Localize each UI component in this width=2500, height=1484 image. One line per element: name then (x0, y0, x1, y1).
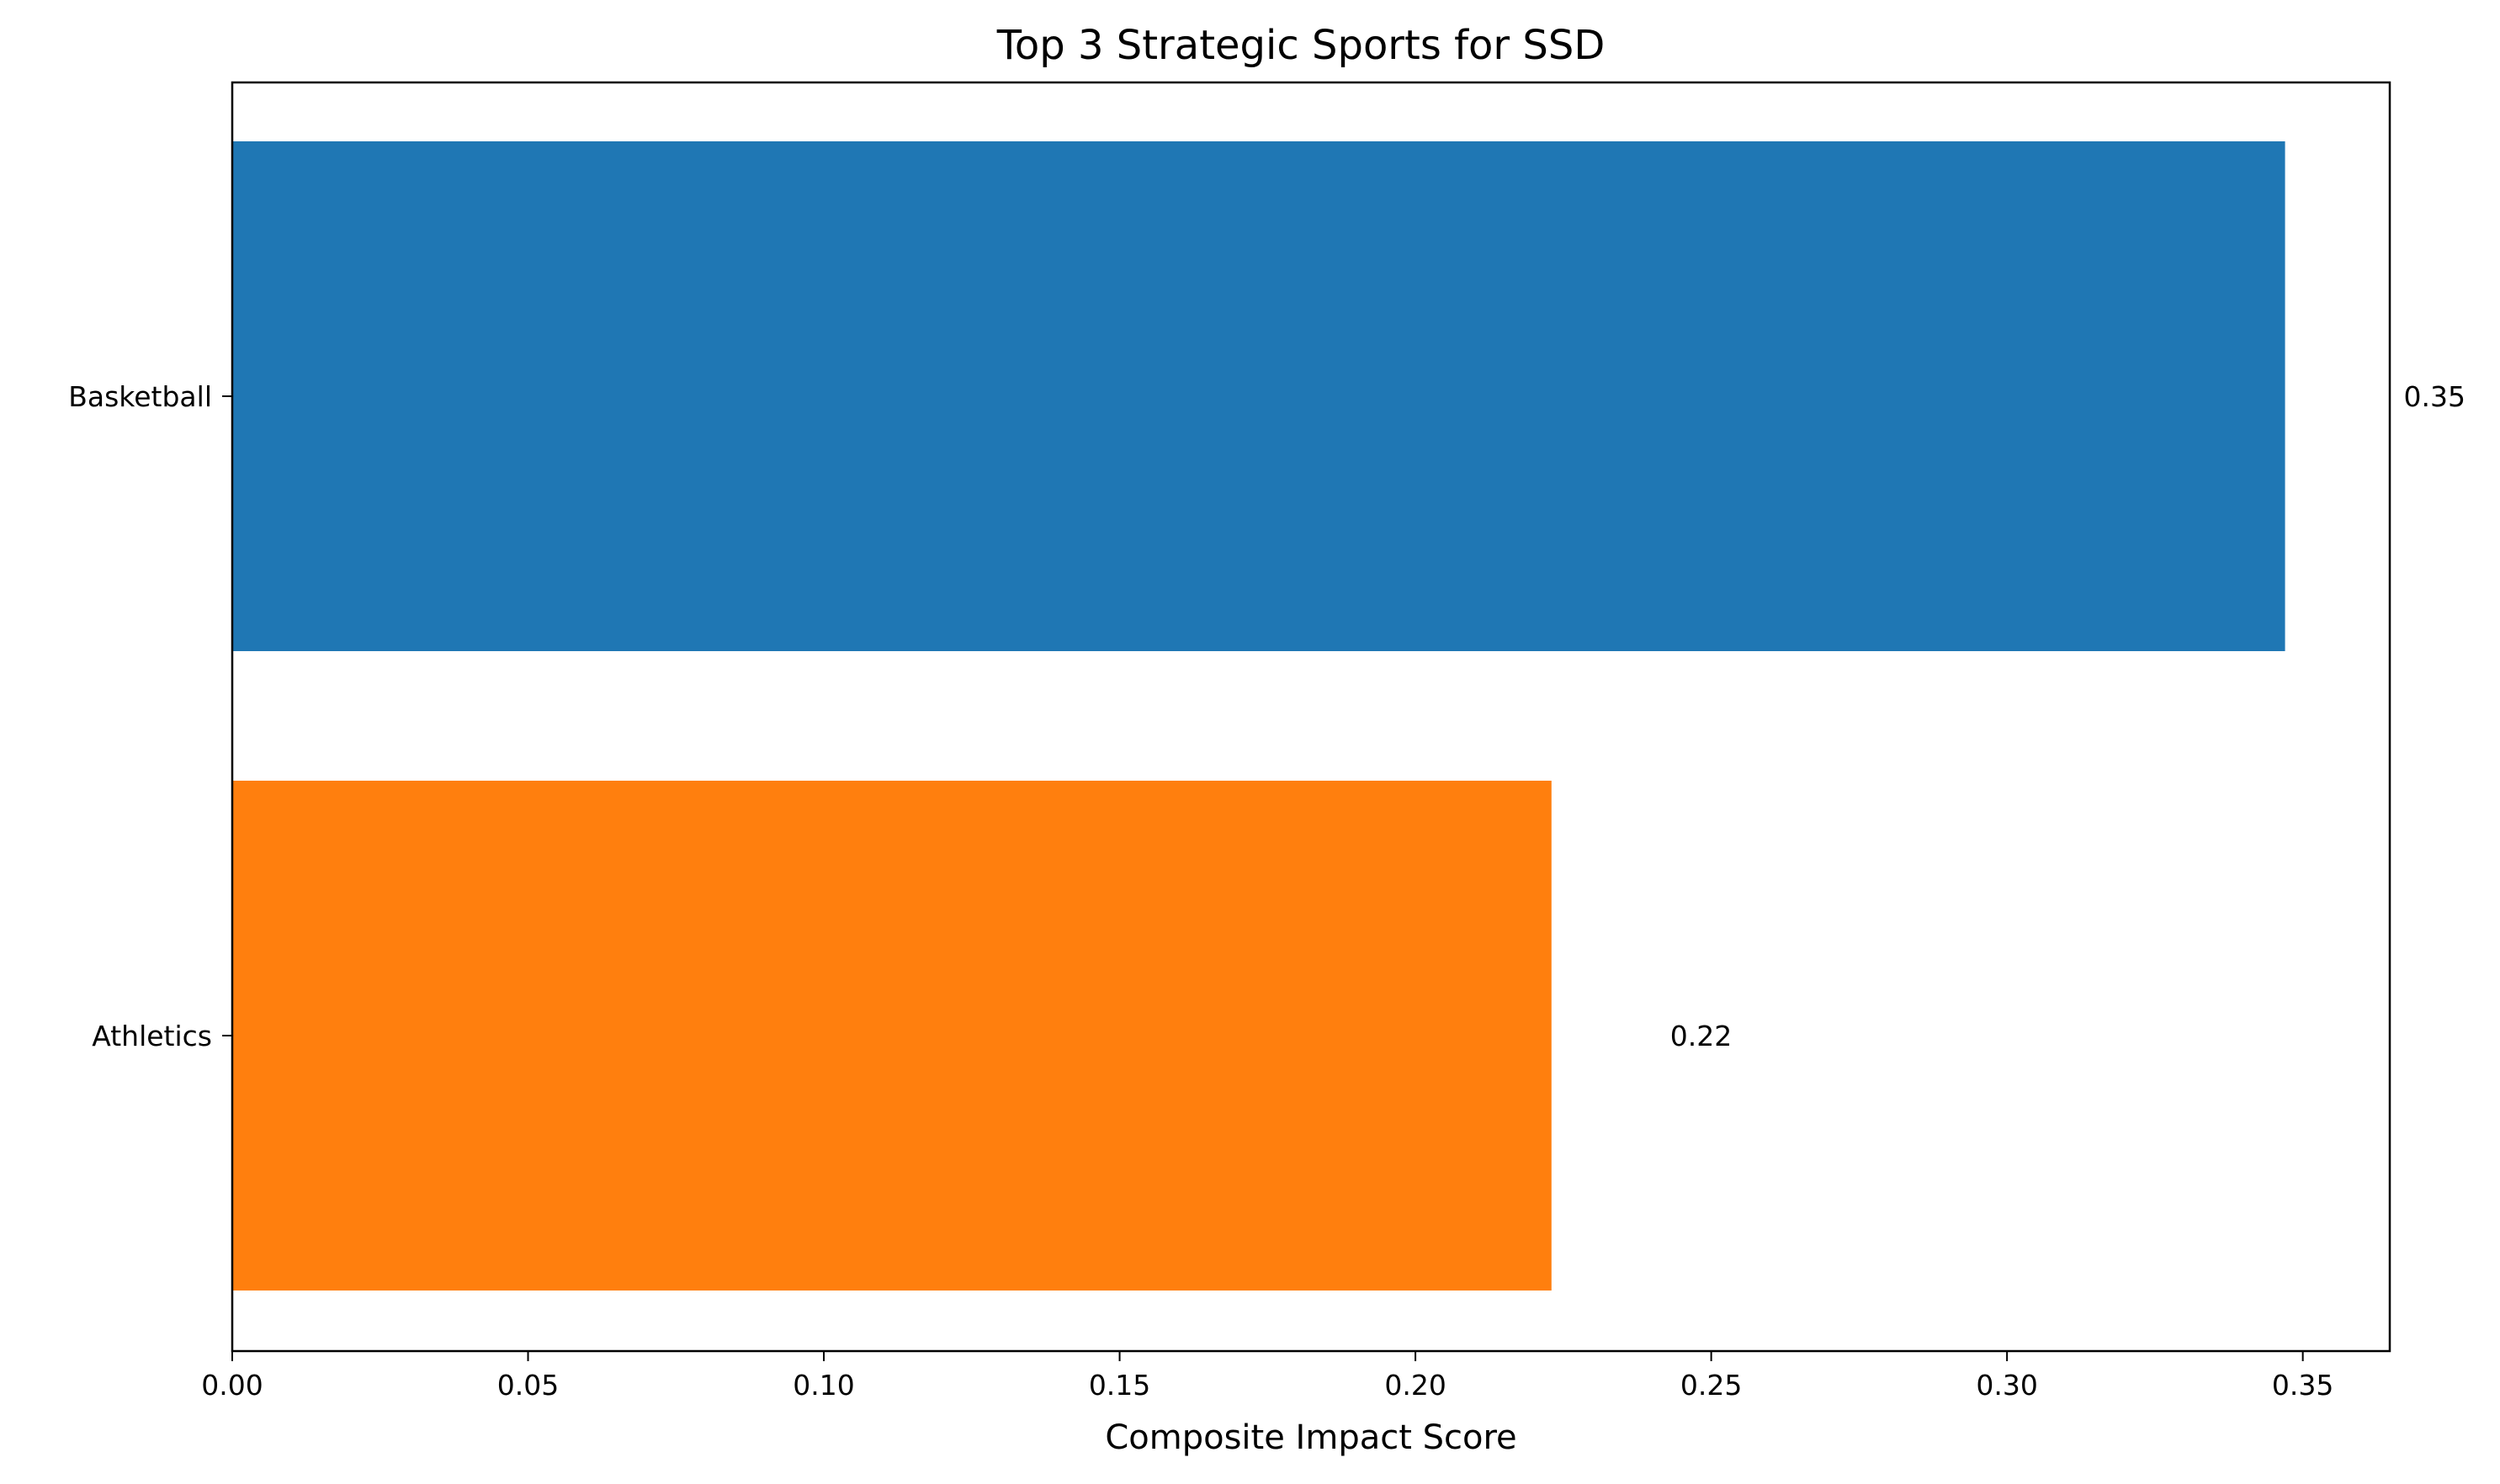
x-tick-label: 0.00 (201, 1369, 263, 1402)
bar-basketball (232, 141, 2285, 651)
x-tick-label: 0.30 (1976, 1369, 2037, 1402)
bar-value-labels: 0.35 0.22 (1670, 380, 2465, 1052)
x-tick-label: 0.15 (1089, 1369, 1150, 1402)
bar-value-label-basketball: 0.35 (2404, 380, 2465, 413)
x-tick-label: 0.35 (2272, 1369, 2333, 1402)
chart-title: Top 3 Strategic Sports for SSD (996, 22, 1606, 69)
x-tick-label: 0.20 (1384, 1369, 1446, 1402)
x-tick-label: 0.10 (793, 1369, 854, 1402)
y-tick-label-athletics: Athletics (92, 1020, 212, 1052)
x-axis-label: Composite Impact Score (1105, 1418, 1516, 1457)
x-tick-label: 0.05 (497, 1369, 559, 1402)
plot-area-frame (231, 81, 2391, 1353)
y-tick-label-basketball: Basketball (68, 380, 212, 413)
y-axis-ticks: Basketball Athletics (68, 380, 232, 1052)
bars-layer (232, 141, 2285, 1291)
x-tick-label: 0.25 (1680, 1369, 1742, 1402)
x-axis-ticks: 0.00 0.05 0.10 0.15 0.20 0.25 0.30 0.35 (201, 1351, 2333, 1402)
bar-athletics (232, 781, 1552, 1291)
bar-value-label-athletics: 0.22 (1670, 1020, 1732, 1052)
